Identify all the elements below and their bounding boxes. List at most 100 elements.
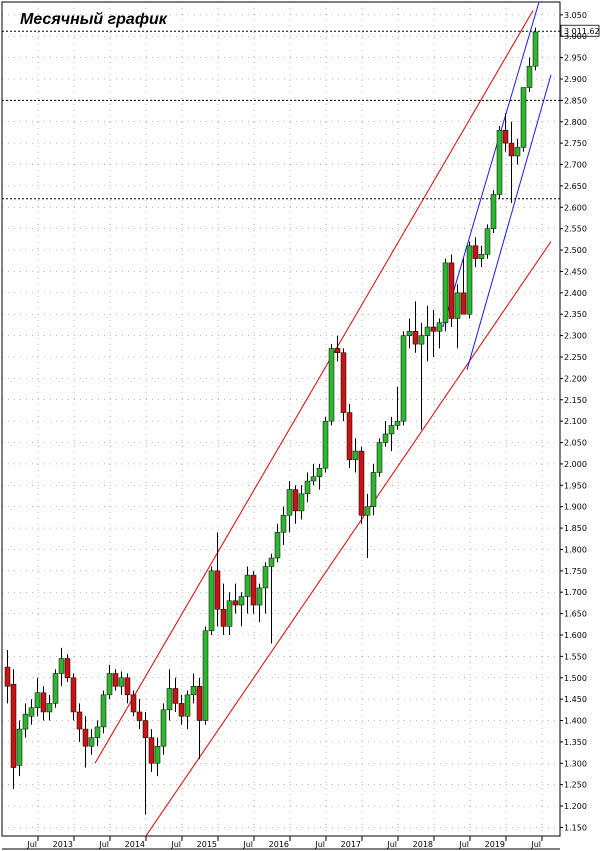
candle	[256, 583, 263, 623]
candle-body-up	[454, 292, 461, 319]
candle	[352, 438, 359, 473]
candle-body-up	[490, 194, 497, 229]
candle	[226, 592, 233, 635]
candle-body-down	[508, 142, 515, 157]
candle	[292, 485, 299, 524]
y-tick-label: 2.050	[564, 439, 587, 448]
x-tick-label: Jul	[170, 840, 181, 849]
candle	[304, 472, 311, 503]
candle-body-up	[526, 65, 533, 88]
trend-lines	[94, 2, 552, 836]
candle	[370, 463, 377, 516]
candle-body-up	[322, 420, 329, 469]
candle	[166, 669, 173, 721]
candle	[436, 318, 443, 349]
candle-body-up	[352, 450, 359, 460]
candle-body-down	[340, 352, 347, 413]
candle-body-up	[484, 228, 491, 255]
candle-body-up	[442, 262, 449, 324]
candle-body-up	[238, 596, 245, 606]
candle	[442, 258, 449, 332]
candle	[142, 711, 149, 815]
candle-body-up	[118, 677, 125, 687]
candle-body-up	[370, 472, 377, 507]
candle	[232, 583, 239, 614]
candle	[130, 690, 137, 717]
candle-body-up	[22, 713, 29, 730]
candle	[40, 686, 47, 721]
y-tick-label: 2.350	[564, 310, 587, 319]
x-tick-label: Jul	[98, 840, 109, 849]
trend-line	[442, 2, 540, 328]
candle-body-down	[292, 489, 299, 512]
candle-body-up	[286, 489, 293, 516]
candle-body-up	[154, 745, 161, 764]
candle-body-up	[364, 506, 371, 516]
candle	[418, 322, 425, 430]
candle-body-down	[142, 720, 149, 738]
candle	[346, 404, 353, 469]
candle	[64, 654, 71, 683]
y-tick-label: 2.400	[564, 289, 587, 298]
candle-body-up	[268, 557, 275, 567]
y-axis: 1.150 1.200 1.250 1.300 1.350 1.400 1.450 1.500…	[560, 11, 587, 832]
candle	[70, 673, 77, 721]
candle-body-up	[388, 425, 395, 435]
candle	[214, 532, 221, 627]
candle-body-up	[316, 467, 323, 477]
candle	[184, 690, 191, 730]
x-tick-label: Jul	[458, 840, 469, 849]
candle-body-up	[34, 692, 41, 708]
candle	[58, 647, 65, 687]
y-tick-label: 3.050	[564, 11, 587, 20]
candle	[244, 566, 251, 614]
y-tick-label: 1.850	[564, 524, 587, 533]
candle	[310, 463, 317, 486]
candle-body-down	[430, 326, 437, 332]
candle	[202, 626, 209, 725]
candle-body-up	[262, 566, 269, 589]
candle-body-up	[496, 130, 503, 195]
candle-body-up	[280, 514, 287, 533]
candle-body-up	[184, 694, 191, 717]
candle-body-down	[358, 450, 365, 516]
plot-frame	[1, 1, 561, 837]
candle	[172, 677, 179, 712]
candle-body-down	[460, 292, 467, 315]
candle-body-down	[250, 574, 257, 606]
candle	[430, 309, 437, 357]
candle-body-up	[418, 335, 425, 345]
x-tick-label: Jul	[26, 840, 37, 849]
candle-body-down	[412, 331, 419, 345]
x-tick-label: Jul	[314, 840, 325, 849]
y-tick-label: 1.800	[564, 545, 587, 554]
y-tick-label: 3.000	[564, 32, 587, 41]
y-tick-label: 1.550	[564, 652, 587, 661]
candle	[154, 737, 161, 777]
candle	[34, 677, 41, 717]
candle	[448, 254, 455, 328]
candle-body-up	[304, 480, 311, 495]
candle-body-up	[166, 688, 173, 711]
y-tick-label: 2.700	[564, 161, 587, 170]
candle	[28, 699, 35, 725]
candle	[508, 121, 515, 204]
candle	[466, 241, 473, 319]
candle-body-up	[58, 658, 65, 674]
x-tick-label: 2018	[413, 840, 433, 849]
candle	[412, 301, 419, 353]
candle	[322, 416, 329, 473]
candle-body-down	[82, 728, 89, 747]
candle-body-down	[10, 683, 17, 768]
candle-body-down	[178, 703, 185, 717]
candle	[340, 348, 347, 422]
candle-body-up	[52, 673, 59, 704]
y-tick-label: 1.650	[564, 610, 587, 619]
candle	[298, 485, 305, 520]
y-tick-label: 1.600	[564, 631, 587, 640]
candle	[106, 664, 113, 700]
y-tick-label: 1.200	[564, 802, 587, 811]
trend-line	[94, 10, 534, 764]
candle	[460, 258, 467, 315]
